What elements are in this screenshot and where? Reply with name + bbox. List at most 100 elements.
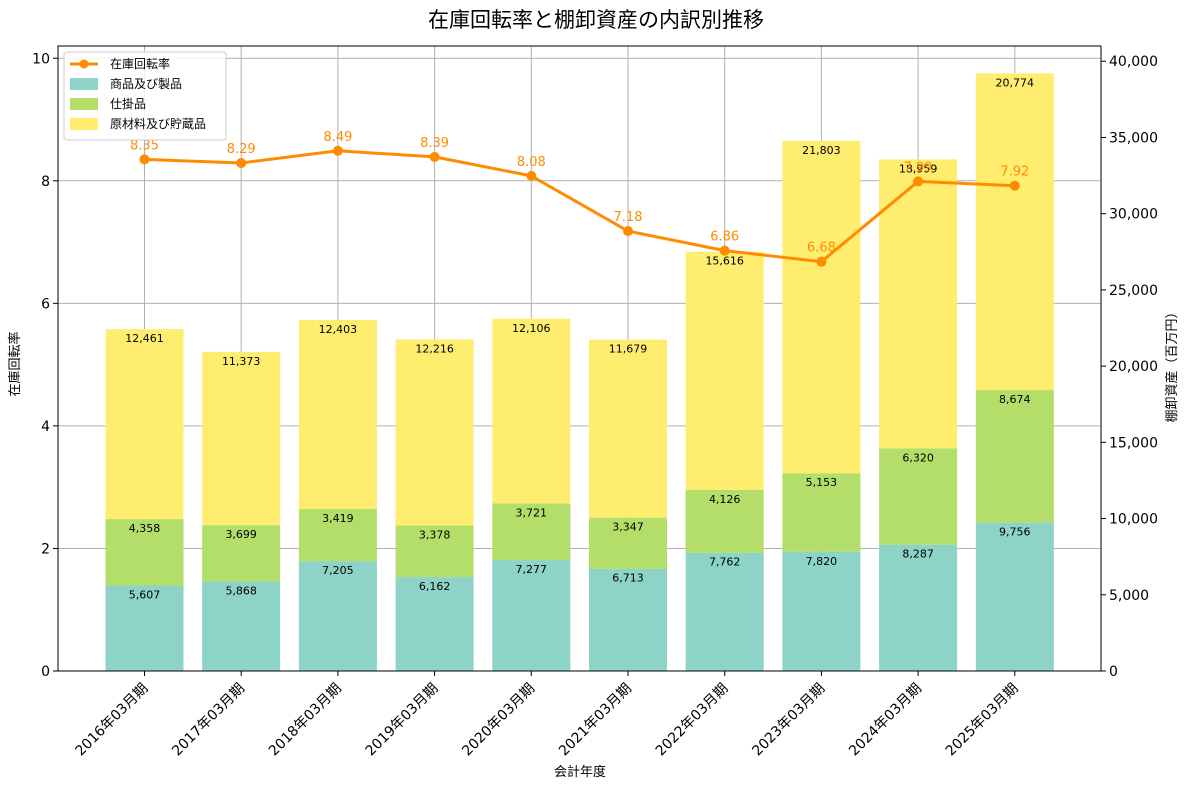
- x-tick-label: 2017年03月期: [169, 681, 248, 760]
- y-right-tick-label: 40,000: [1109, 54, 1158, 70]
- y-left-tick-label: 8: [41, 174, 50, 190]
- x-tick-label: 2023年03月期: [749, 681, 828, 760]
- line-point: [1009, 180, 1020, 191]
- bar-segment: [492, 318, 571, 504]
- bars-layer: [105, 73, 1054, 671]
- y-right-tick-label: 15,000: [1109, 435, 1158, 451]
- legend-swatch: [70, 118, 98, 130]
- bar-value-label: 11,373: [222, 355, 261, 368]
- y-right-tick-label: 30,000: [1109, 207, 1158, 223]
- bar-value-label: 3,347: [612, 521, 644, 534]
- bar-value-label: 7,820: [806, 555, 838, 568]
- bar-value-label: 8,674: [999, 393, 1031, 406]
- line-point: [913, 176, 924, 187]
- line-value-label: 8.08: [517, 155, 546, 170]
- bar-segment: [589, 568, 667, 671]
- plot-frame: [57, 45, 1102, 672]
- legend-swatch: [70, 78, 98, 90]
- bar-segment: [395, 339, 474, 526]
- bar-value-label: 4,126: [709, 493, 741, 506]
- bar-value-label: 15,616: [705, 255, 744, 268]
- line-point: [816, 256, 827, 267]
- bar-value-label: 7,762: [709, 556, 741, 569]
- bar-value-label: 12,106: [512, 322, 551, 335]
- bar-value-label: 6,713: [612, 572, 644, 585]
- y-left-tick-label: 4: [41, 419, 50, 435]
- line-value-label: 7.99: [904, 160, 933, 175]
- y-right-tick-label: 5,000: [1109, 588, 1149, 604]
- bar-segment: [685, 489, 764, 553]
- bar-segment: [105, 329, 184, 520]
- y-right-tick-label: 20,000: [1109, 359, 1158, 375]
- bar-value-label: 4,358: [129, 522, 161, 535]
- segment-labels-layer: 5,607 5,868 7,205 6,162 7,277 6,713 7,762 7,820…: [125, 76, 1034, 601]
- line-series-path: [144, 149, 1015, 264]
- bar-value-label: 8,287: [902, 548, 934, 561]
- legend-box: [63, 51, 227, 141]
- bar-value-label: 7,277: [516, 563, 548, 576]
- y-right-tick-label: 0: [1109, 664, 1118, 680]
- line-point: [332, 145, 343, 156]
- line-point: [139, 154, 150, 165]
- bar-segment: [298, 509, 377, 562]
- y-left-tick-label: 2: [41, 541, 50, 557]
- x-tick-label: 2022年03月期: [653, 681, 732, 760]
- line-value-label: 7.18: [614, 210, 643, 225]
- bar-segment: [782, 551, 861, 671]
- x-axis-label: 会計年度: [554, 764, 606, 780]
- bar-value-label: 3,721: [516, 506, 548, 519]
- bar-value-label: 5,868: [225, 585, 257, 598]
- bar-segment: [685, 552, 764, 671]
- bar-segment: [589, 517, 667, 569]
- x-tick-label: 2021年03月期: [556, 681, 635, 760]
- bar-value-label: 3,699: [225, 528, 257, 541]
- y-axis-right-label: 棚卸資産（百万円）: [1164, 305, 1180, 422]
- line-point: [623, 226, 633, 237]
- bar-segment: [975, 390, 1054, 523]
- bar-segment: [975, 73, 1054, 391]
- y-left-tick-label: 10: [32, 51, 50, 67]
- y-right-tick-label: 25,000: [1109, 283, 1158, 299]
- line-point: [719, 245, 730, 256]
- x-tick-label: 2025年03月期: [943, 681, 1022, 760]
- bar-segment: [105, 519, 184, 586]
- bar-value-label: 11,679: [609, 343, 648, 356]
- legend-label: 在庫回転率: [110, 56, 170, 71]
- bar-segment: [298, 319, 377, 510]
- bar-segment: [105, 585, 184, 671]
- bar-segment: [879, 544, 958, 671]
- y-left-tick-label: 0: [41, 664, 50, 680]
- bar-segment: [782, 140, 861, 474]
- bar-segment: [202, 351, 281, 526]
- legend-label: 商品及び製品: [110, 76, 182, 91]
- bar-segment: [202, 525, 281, 582]
- bar-value-label: 12,216: [415, 342, 454, 355]
- line-value-label: 8.39: [420, 136, 449, 151]
- x-tick-label: 2019年03月期: [363, 681, 442, 760]
- bar-value-label: 5,153: [806, 476, 838, 489]
- bar-value-label: 21,803: [802, 144, 841, 157]
- legend-label: 原材料及び貯蔵品: [110, 117, 206, 131]
- bar-value-label: 9,756: [999, 525, 1031, 538]
- y-right-tick-label: 10,000: [1109, 512, 1158, 528]
- bar-value-label: 7,205: [322, 564, 354, 577]
- bar-segment: [492, 560, 571, 671]
- bar-value-label: 12,403: [319, 323, 358, 336]
- y-right-tick-label: 35,000: [1109, 130, 1158, 146]
- bar-value-label: 12,461: [125, 332, 164, 345]
- bar-segment: [202, 581, 281, 671]
- y-left-tick-label: 6: [41, 296, 50, 312]
- bar-segment: [395, 577, 474, 671]
- y-axis-left-label: 在庫回転率: [7, 331, 23, 396]
- bar-segment: [589, 339, 667, 518]
- bar-segment: [685, 251, 764, 490]
- line-layer: 8.35 8.29 8.49 8.39 8.08 7.18 6.86 6.68 7.99 7.92: [130, 130, 1029, 267]
- x-tick-label: 2024年03月期: [846, 681, 925, 760]
- bar-value-label: 18,959: [899, 162, 938, 175]
- x-tick-label: 2018年03月期: [266, 681, 345, 760]
- line-point: [236, 158, 247, 169]
- bar-segment: [879, 448, 958, 545]
- bar-segment: [782, 473, 861, 552]
